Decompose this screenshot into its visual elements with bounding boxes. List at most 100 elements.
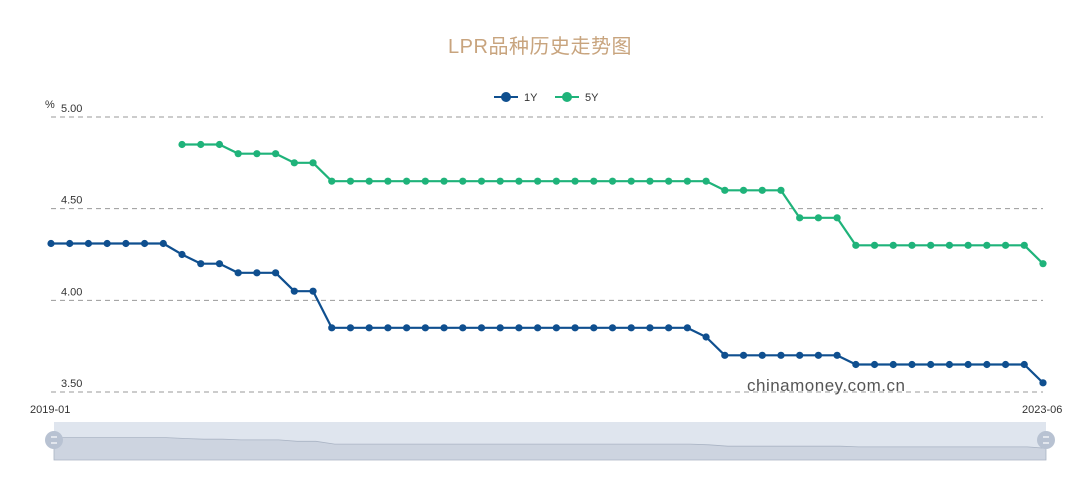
data-point[interactable]: [758, 351, 766, 359]
data-point[interactable]: [571, 324, 579, 332]
data-point[interactable]: [459, 324, 467, 332]
data-point[interactable]: [777, 186, 785, 194]
data-point[interactable]: [552, 324, 560, 332]
data-point[interactable]: [496, 324, 504, 332]
data-point[interactable]: [833, 214, 841, 222]
data-point[interactable]: [178, 140, 186, 149]
data-point[interactable]: [384, 177, 392, 185]
data-point[interactable]: [384, 324, 392, 332]
data-point[interactable]: [945, 360, 954, 369]
data-point[interactable]: [552, 177, 560, 185]
data-point[interactable]: [309, 287, 317, 295]
data-point[interactable]: [178, 250, 186, 259]
data-point[interactable]: [309, 159, 317, 167]
data-point[interactable]: [870, 241, 879, 249]
data-point[interactable]: [234, 150, 242, 158]
data-point[interactable]: [889, 360, 897, 369]
data-point[interactable]: [665, 324, 673, 332]
data-point[interactable]: [477, 324, 486, 332]
data-point[interactable]: [627, 324, 635, 332]
data-point[interactable]: [964, 360, 972, 369]
zoom-handle-left[interactable]: [45, 431, 63, 449]
data-point[interactable]: [253, 269, 261, 277]
data-point[interactable]: [833, 351, 841, 359]
data-point[interactable]: [796, 351, 804, 359]
data-point[interactable]: [534, 177, 542, 185]
data-point[interactable]: [1039, 379, 1047, 387]
data-point[interactable]: [683, 177, 691, 185]
data-point[interactable]: [403, 177, 411, 185]
data-point[interactable]: [346, 324, 355, 332]
data-point[interactable]: [739, 351, 748, 359]
data-point[interactable]: [440, 324, 448, 332]
data-point[interactable]: [47, 239, 55, 248]
data-point[interactable]: [84, 239, 93, 248]
data-point[interactable]: [927, 241, 935, 249]
data-point[interactable]: [253, 150, 261, 158]
data-point[interactable]: [103, 239, 111, 248]
data-point[interactable]: [215, 260, 224, 268]
data-point[interactable]: [197, 140, 205, 149]
data-point[interactable]: [346, 177, 355, 185]
legend[interactable]: 1Y 5Y: [494, 92, 599, 104]
data-point[interactable]: [1020, 360, 1028, 369]
data-zoom-slider[interactable]: [45, 422, 1055, 461]
data-point[interactable]: [739, 186, 748, 194]
data-point[interactable]: [328, 324, 336, 332]
data-point[interactable]: [1020, 241, 1028, 249]
data-point[interactable]: [234, 269, 242, 277]
data-point[interactable]: [365, 324, 373, 332]
data-point[interactable]: [440, 177, 448, 185]
data-point[interactable]: [421, 324, 429, 332]
data-point[interactable]: [272, 150, 280, 158]
data-point[interactable]: [814, 351, 822, 359]
data-point[interactable]: [590, 177, 598, 185]
data-point[interactable]: [477, 177, 486, 185]
data-point[interactable]: [646, 324, 654, 332]
data-point[interactable]: [159, 239, 167, 248]
data-point[interactable]: [927, 360, 935, 369]
data-point[interactable]: [702, 177, 710, 185]
data-point[interactable]: [122, 239, 130, 248]
data-point[interactable]: [421, 177, 429, 185]
data-point[interactable]: [1039, 260, 1047, 268]
legend-item-1y[interactable]: 1Y: [494, 92, 538, 104]
data-point[interactable]: [852, 360, 860, 369]
data-point[interactable]: [702, 333, 710, 341]
data-point[interactable]: [683, 324, 691, 332]
data-point[interactable]: [66, 239, 74, 248]
data-point[interactable]: [328, 177, 336, 185]
data-point[interactable]: [290, 287, 298, 295]
data-point[interactable]: [852, 241, 860, 249]
data-point[interactable]: [945, 241, 954, 249]
data-point[interactable]: [908, 241, 916, 249]
data-point[interactable]: [590, 324, 598, 332]
data-point[interactable]: [796, 214, 804, 222]
data-point[interactable]: [908, 360, 916, 369]
data-point[interactable]: [608, 324, 617, 332]
data-point[interactable]: [646, 177, 654, 185]
data-point[interactable]: [814, 214, 822, 222]
data-point[interactable]: [608, 177, 617, 185]
data-point[interactable]: [627, 177, 635, 185]
data-point[interactable]: [140, 239, 149, 248]
data-point[interactable]: [665, 177, 673, 185]
data-point[interactable]: [1001, 241, 1010, 249]
data-point[interactable]: [403, 324, 411, 332]
data-point[interactable]: [290, 159, 298, 167]
data-point[interactable]: [515, 177, 523, 185]
data-point[interactable]: [365, 177, 373, 185]
data-point[interactable]: [197, 260, 205, 268]
data-point[interactable]: [983, 241, 991, 249]
data-point[interactable]: [721, 186, 729, 194]
legend-item-5y[interactable]: 5Y: [555, 92, 599, 104]
data-point[interactable]: [758, 186, 766, 194]
data-point[interactable]: [534, 324, 542, 332]
data-point[interactable]: [870, 360, 879, 369]
data-point[interactable]: [496, 177, 504, 185]
data-point[interactable]: [964, 241, 972, 249]
data-point[interactable]: [777, 351, 785, 359]
data-point[interactable]: [721, 351, 729, 359]
zoom-handle-right[interactable]: [1037, 431, 1055, 449]
data-point[interactable]: [459, 177, 467, 185]
